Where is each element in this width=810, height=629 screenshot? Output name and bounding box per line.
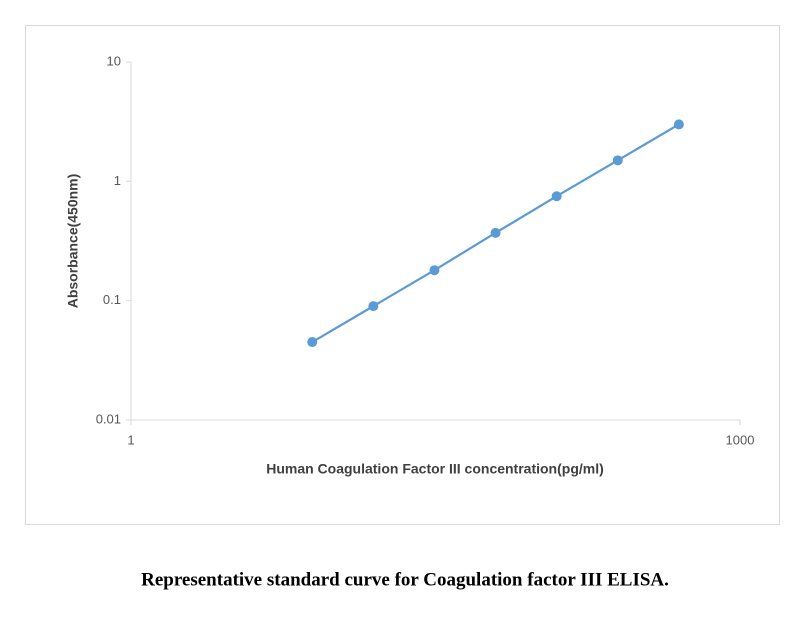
y-axis-title: Absorbance(450nm)	[65, 174, 81, 309]
data-point	[612, 155, 623, 166]
data-point	[429, 265, 440, 276]
data-point	[368, 301, 379, 312]
data-point	[307, 337, 318, 348]
data-point	[490, 227, 501, 238]
y-tick-label: 0.1	[103, 292, 121, 307]
x-axis-title: Human Coagulation Factor III concentrati…	[266, 461, 604, 477]
y-tick-label: 10	[107, 53, 121, 68]
data-point	[673, 119, 684, 130]
chart-frame	[25, 25, 780, 525]
y-tick-label: 1	[114, 173, 121, 188]
x-tick-label: 1000	[726, 432, 755, 447]
caption: Representative standard curve for Coagul…	[141, 569, 669, 590]
x-tick-label: 1	[127, 432, 134, 447]
y-tick-label: 0.01	[96, 411, 121, 426]
data-point	[551, 191, 562, 202]
